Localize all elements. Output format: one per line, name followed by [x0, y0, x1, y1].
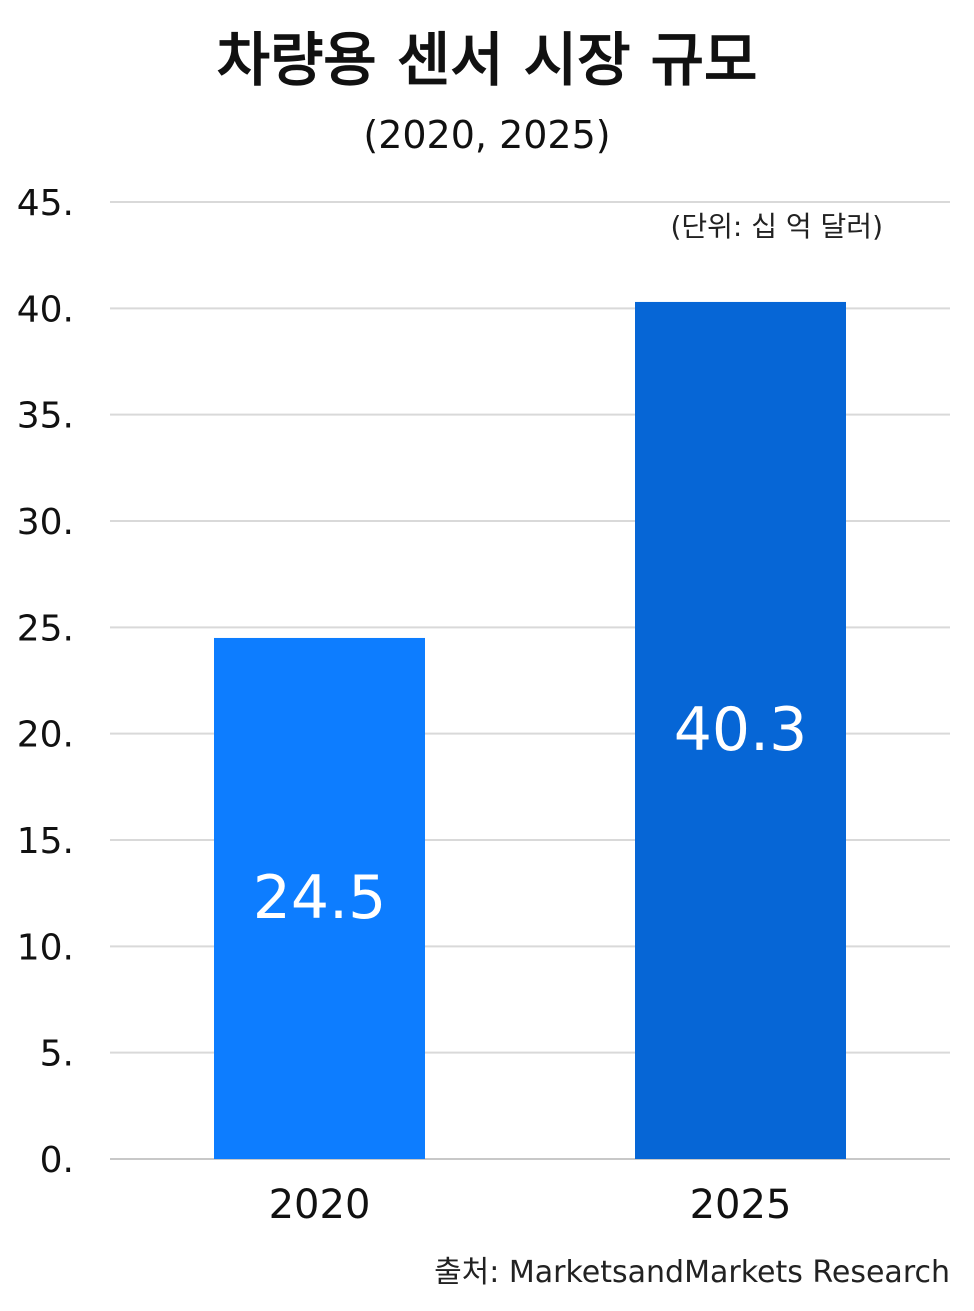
y-tick-label: 35. [17, 396, 74, 437]
y-tick-label: 20. [17, 715, 74, 756]
y-tick-label: 30. [17, 502, 74, 543]
y-tick-label: 15. [17, 821, 74, 862]
bar-2025 [635, 301, 846, 1159]
y-tick-label: 45. [17, 183, 74, 224]
y-tick-label: 40. [17, 289, 74, 330]
source-note: 출처: MarketsandMarkets Research [434, 1255, 950, 1290]
x-tick-label: 2025 [690, 1182, 792, 1228]
y-axis: 0. 5. 10. 15. 20. 25. 30. 35. 40. 45. [17, 183, 74, 1181]
chart-title: 차량용 센서 시장 규모 [217, 26, 758, 94]
y-tick-label: 10. [17, 927, 74, 968]
data-label-2020: 24.5 [253, 863, 387, 933]
y-tick-label: 5. [40, 1034, 74, 1075]
y-tick-label: 25. [17, 608, 74, 649]
x-axis: 2020 2025 [269, 1182, 792, 1228]
x-tick-label: 2020 [269, 1182, 371, 1228]
bar-2020 [214, 637, 425, 1159]
data-label-2025: 40.3 [674, 695, 808, 765]
unit-note: (단위: 십 억 달러) [670, 210, 883, 243]
chart-subtitle: (2020, 2025) [363, 113, 610, 157]
bars: 24.5 40.3 [214, 301, 846, 1159]
y-tick-label: 0. [40, 1140, 74, 1181]
